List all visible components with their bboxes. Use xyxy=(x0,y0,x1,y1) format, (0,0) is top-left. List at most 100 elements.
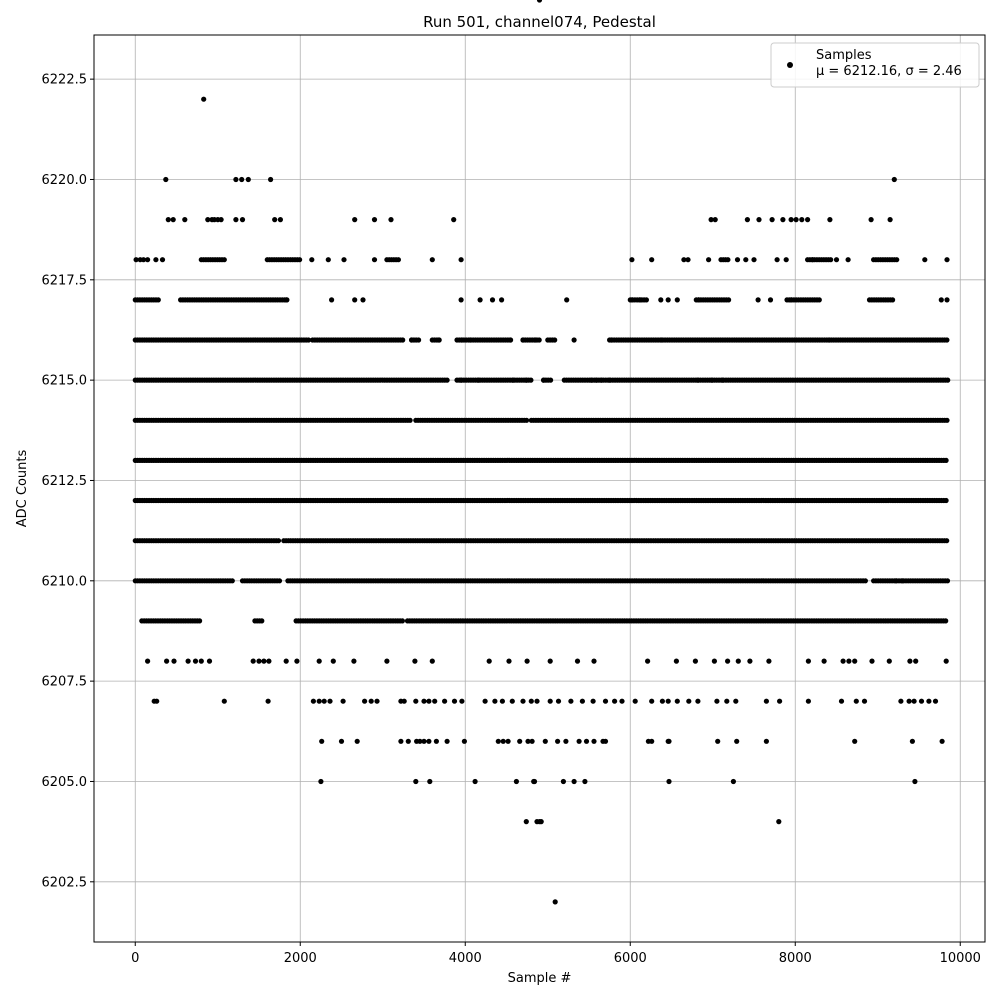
data-point xyxy=(416,337,422,343)
x-axis-ticks: 0 2000 4000 6000 8000 10000 xyxy=(131,942,981,966)
data-point xyxy=(407,417,413,423)
data-point xyxy=(763,738,770,744)
plot-frame xyxy=(93,34,986,943)
data-point xyxy=(788,217,794,223)
data-point xyxy=(477,297,483,303)
x-tick-label: 6000 xyxy=(614,951,647,966)
y-tick-label: 6212.5 xyxy=(42,474,88,489)
data-point xyxy=(399,618,405,624)
data-point xyxy=(256,658,262,664)
data-point xyxy=(943,497,949,504)
data-point xyxy=(665,698,671,704)
data-point xyxy=(673,658,680,664)
data-point xyxy=(715,738,721,744)
data-point xyxy=(922,257,928,263)
data-point xyxy=(821,658,827,664)
data-point xyxy=(593,377,600,383)
data-point xyxy=(943,658,949,664)
data-point xyxy=(649,698,655,704)
data-point xyxy=(769,217,775,223)
data-point xyxy=(548,377,554,383)
y-tick-label: 6222.5 xyxy=(42,73,88,88)
data-point xyxy=(133,257,139,263)
data-point xyxy=(538,819,544,825)
data-point xyxy=(201,96,207,102)
data-point xyxy=(433,738,439,744)
data-point xyxy=(756,217,762,223)
data-point xyxy=(221,698,227,704)
legend-box xyxy=(770,42,980,88)
x-tick-label: 2000 xyxy=(284,951,317,966)
data-point xyxy=(894,257,900,263)
data-point xyxy=(788,297,794,303)
data-point xyxy=(541,377,547,383)
data-point xyxy=(674,698,680,704)
data-point xyxy=(944,297,950,303)
data-point xyxy=(164,658,170,664)
data-point xyxy=(523,377,529,383)
data-point xyxy=(939,738,945,744)
data-point xyxy=(321,698,327,704)
data-point xyxy=(730,778,737,785)
data-point xyxy=(198,658,204,664)
data-point xyxy=(943,457,949,463)
data-point xyxy=(709,377,715,383)
data-point xyxy=(532,337,539,343)
data-point xyxy=(944,417,950,423)
x-tick-label: 10000 xyxy=(940,951,981,966)
data-point xyxy=(720,377,726,383)
data-point xyxy=(531,778,538,785)
data-point xyxy=(906,698,912,704)
data-point xyxy=(774,257,780,263)
y-tick-label: 6205.0 xyxy=(42,775,88,790)
data-point xyxy=(272,217,278,223)
data-point xyxy=(725,658,731,664)
data-point xyxy=(869,658,875,664)
data-point xyxy=(340,698,346,704)
data-point xyxy=(582,778,588,785)
data-point xyxy=(726,297,732,303)
data-point xyxy=(783,257,789,263)
data-point xyxy=(649,738,655,744)
data-point xyxy=(140,257,147,263)
data-point xyxy=(945,377,951,383)
data-point xyxy=(805,658,812,664)
data-point xyxy=(571,337,577,343)
data-point xyxy=(505,738,511,744)
data-point xyxy=(250,658,256,664)
data-point xyxy=(776,819,782,825)
data-point xyxy=(266,658,272,664)
data-point xyxy=(506,658,512,664)
data-point xyxy=(413,698,419,704)
data-point xyxy=(591,658,597,664)
data-point xyxy=(400,337,406,343)
data-point xyxy=(695,698,701,704)
data-point xyxy=(283,658,289,664)
data-point xyxy=(495,738,501,744)
data-point xyxy=(520,337,526,343)
data-point xyxy=(374,698,380,704)
data-point xyxy=(944,337,950,343)
data-point xyxy=(528,698,534,704)
data-point xyxy=(461,738,467,744)
data-points xyxy=(132,0,951,905)
data-point xyxy=(426,738,432,744)
data-point xyxy=(853,698,859,704)
data-point xyxy=(724,698,730,704)
data-point xyxy=(529,738,535,744)
data-point xyxy=(938,297,944,303)
data-point xyxy=(645,658,651,664)
data-point xyxy=(492,698,498,704)
data-point xyxy=(297,257,303,263)
data-point xyxy=(777,698,783,704)
data-point xyxy=(310,698,316,704)
data-point xyxy=(576,738,582,744)
data-point xyxy=(338,738,345,744)
data-point xyxy=(686,698,692,704)
data-point xyxy=(735,658,741,664)
data-point xyxy=(602,738,609,744)
data-point xyxy=(747,658,753,664)
data-point xyxy=(327,698,333,704)
data-point xyxy=(275,538,282,544)
data-point xyxy=(458,297,464,303)
